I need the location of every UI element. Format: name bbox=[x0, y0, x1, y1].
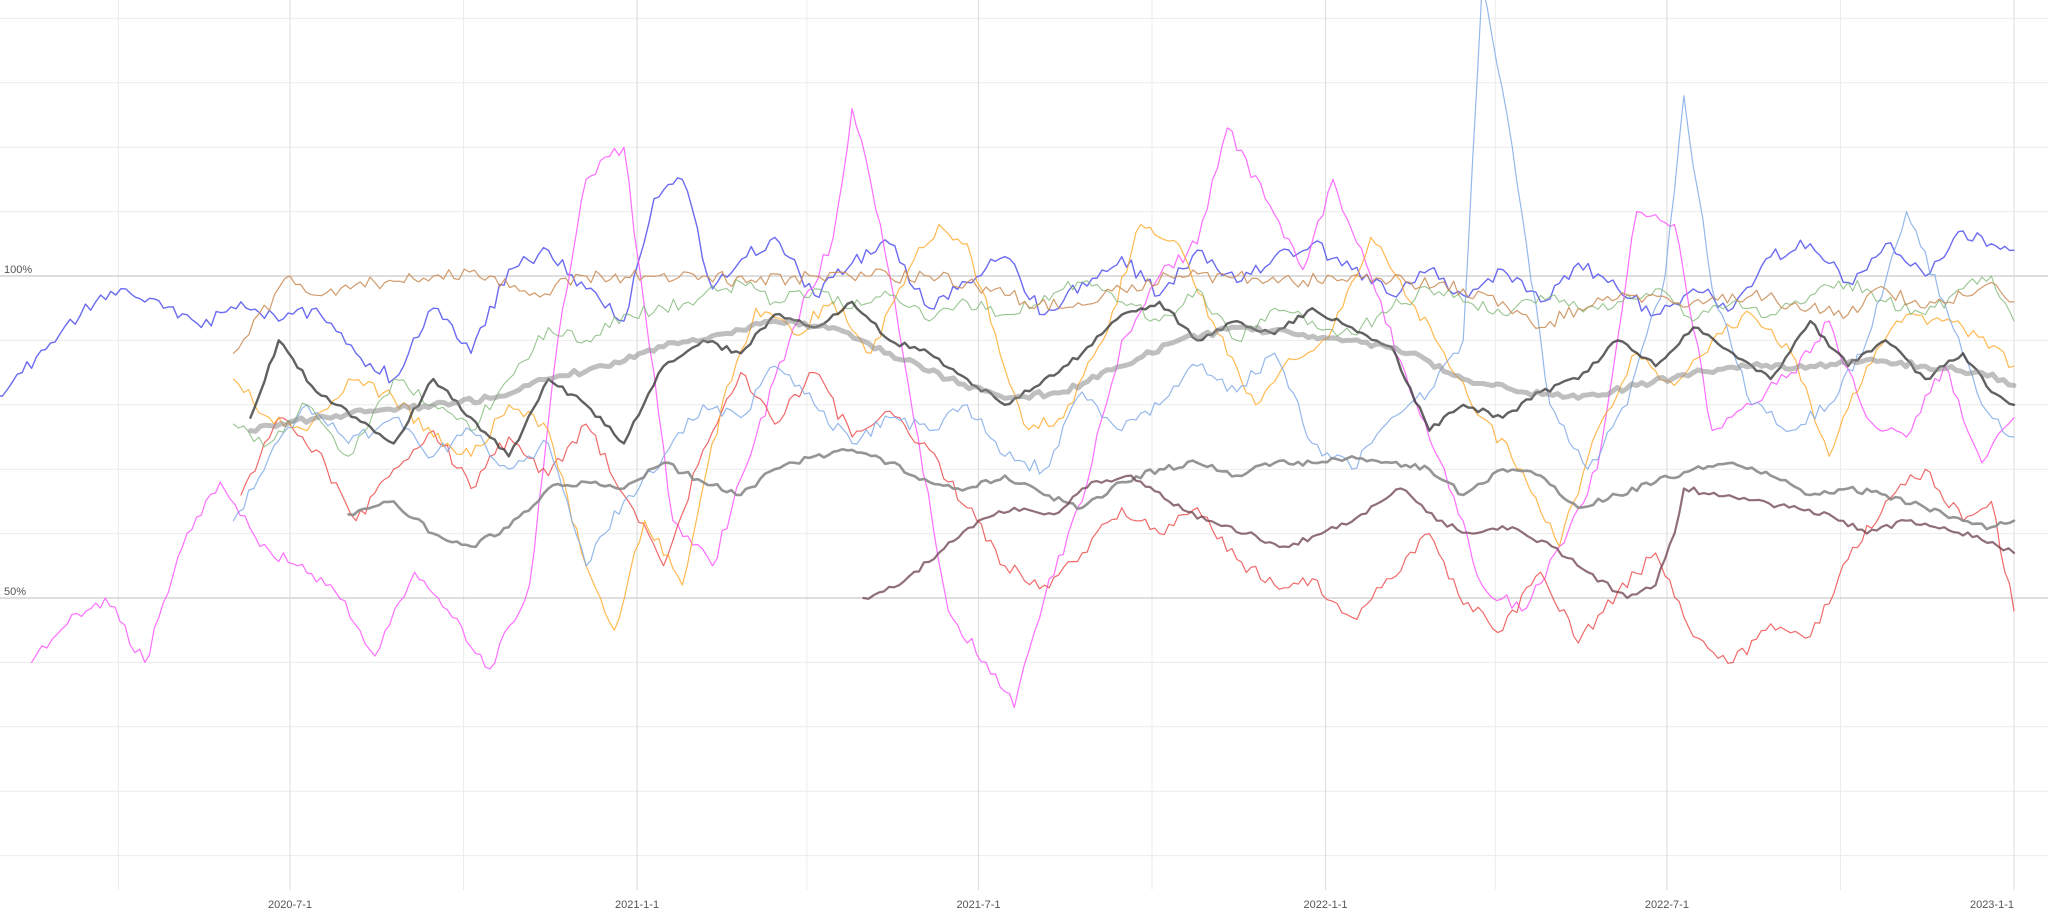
series-line-2 bbox=[31, 108, 2015, 709]
grid bbox=[0, 0, 2048, 890]
series-line-6 bbox=[232, 275, 2015, 457]
series-line-11 bbox=[862, 474, 2016, 600]
series-line-9 bbox=[247, 318, 2017, 434]
series-line-7 bbox=[232, 268, 2015, 354]
x-tick-label: 2022-1-1 bbox=[1304, 899, 1348, 911]
series-line-8 bbox=[249, 300, 2016, 458]
series-group bbox=[0, 0, 2017, 709]
series-line-5 bbox=[232, 0, 2015, 567]
series-line-10 bbox=[347, 447, 2016, 549]
x-tick-label: 2020-7-1 bbox=[268, 899, 312, 911]
x-tick-label: 2021-7-1 bbox=[956, 899, 1000, 911]
series-line-3 bbox=[240, 372, 2015, 664]
y-tick-label: 100% bbox=[4, 264, 32, 276]
tick-labels: 100% 50% 2020-7-1 2021-1-1 2021-7-1 2022-1-1 2… bbox=[4, 264, 2014, 911]
series-line-1 bbox=[0, 177, 2015, 397]
series-line-4 bbox=[232, 223, 2015, 631]
x-tick-label: 2023-1-1 bbox=[1970, 899, 2014, 911]
x-tick-label: 2021-1-1 bbox=[615, 899, 659, 911]
y-tick-label: 50% bbox=[4, 586, 26, 598]
x-tick-label: 2022-7-1 bbox=[1645, 899, 1689, 911]
